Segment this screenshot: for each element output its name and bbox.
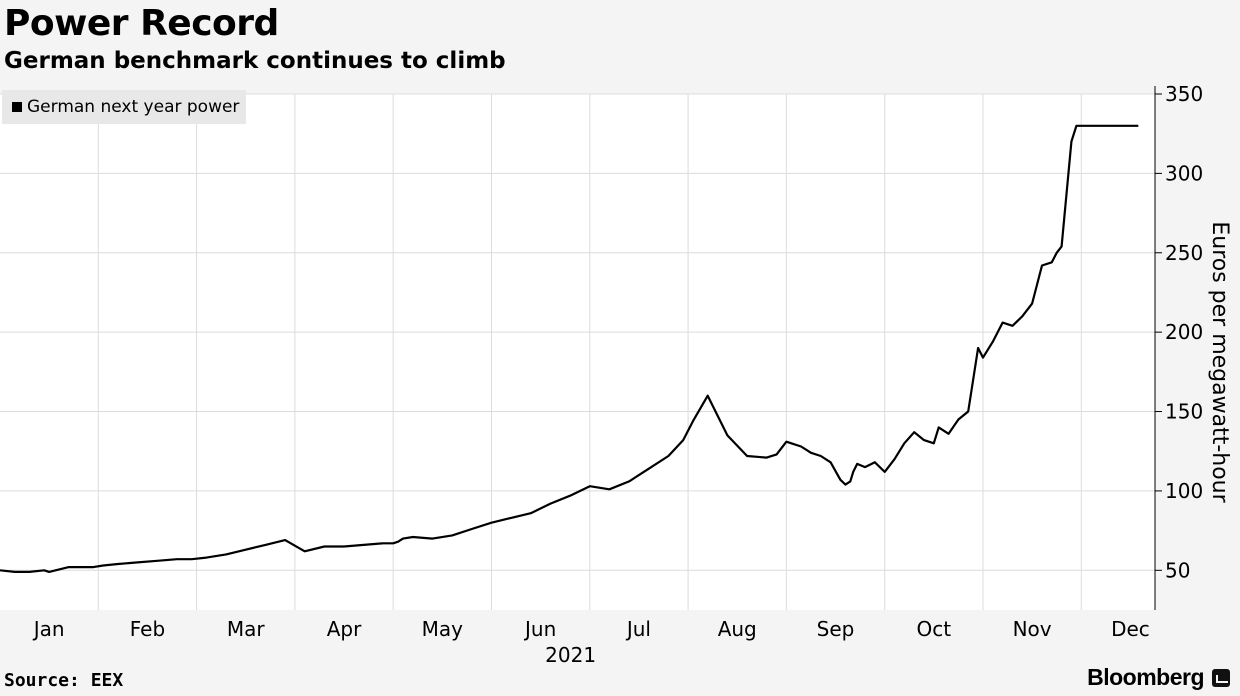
x-tick-label: May — [422, 617, 464, 641]
x-tick-label: Jul — [625, 617, 651, 641]
source-note: Source: EEX — [4, 670, 124, 691]
bloomberg-terminal-icon — [1212, 668, 1230, 687]
y-tick-label: 200 — [1165, 320, 1203, 344]
x-tick-label: Jun — [523, 617, 556, 641]
series-line — [0, 124, 1139, 573]
y-tick-label: 150 — [1165, 400, 1203, 424]
y-tick-label: 250 — [1165, 241, 1203, 265]
x-tick-label: Aug — [718, 617, 757, 641]
brand-logo: Bloomberg — [1087, 664, 1230, 691]
plot-area — [0, 94, 1155, 610]
x-tick-label: Feb — [130, 617, 165, 641]
x-tick-label: Nov — [1013, 617, 1052, 641]
x-axis-label: 2021 — [545, 643, 596, 667]
legend-swatch — [12, 102, 22, 112]
x-tick-label: Jan — [32, 617, 65, 641]
x-tick-label: Dec — [1111, 617, 1150, 641]
y-axis-label: Euros per megawatt-hour — [1207, 221, 1232, 503]
y-tick-label: 300 — [1165, 161, 1203, 185]
brand-name: Bloomberg — [1087, 664, 1204, 690]
legend-label: German next year power — [27, 97, 240, 117]
chart-subtitle: German benchmark continues to climb — [4, 48, 506, 74]
x-tick-label: Apr — [327, 617, 362, 641]
x-tick-label: Sep — [817, 617, 855, 641]
legend: German next year power — [2, 90, 246, 124]
y-tick-label: 350 — [1165, 82, 1203, 106]
x-tick-label: Mar — [227, 617, 266, 641]
y-tick-label: 100 — [1165, 479, 1203, 503]
x-tick-label: Oct — [917, 617, 952, 641]
y-tick-label: 50 — [1165, 558, 1190, 582]
chart-title: Power Record — [4, 3, 279, 44]
